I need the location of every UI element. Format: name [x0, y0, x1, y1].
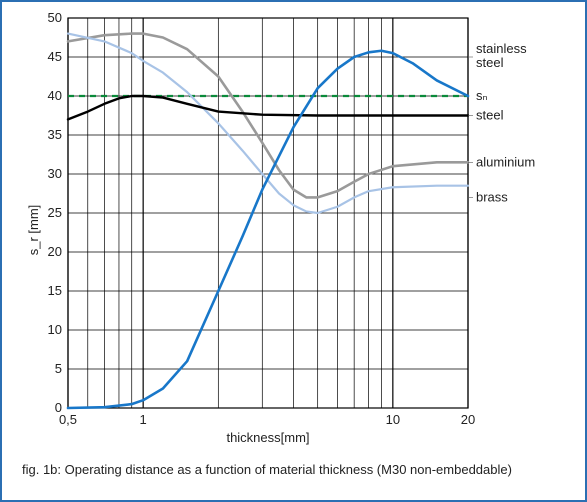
svg-text:5: 5 [55, 361, 62, 376]
svg-text:brass: brass [476, 189, 508, 204]
y-axis-label: s_r [mm] [26, 205, 41, 256]
svg-text:10: 10 [386, 412, 400, 427]
svg-text:steel: steel [476, 108, 504, 123]
svg-text:40: 40 [48, 88, 62, 103]
svg-text:20: 20 [461, 412, 475, 427]
svg-text:stainless: stainless [476, 41, 527, 56]
figure-caption: fig. 1b: Operating distance as a functio… [8, 452, 579, 477]
chart-frame: 051015202530354045500,511020thickness[mm… [0, 0, 587, 502]
svg-text:15: 15 [48, 283, 62, 298]
svg-text:1: 1 [140, 412, 147, 427]
svg-text:thickness[mm]: thickness[mm] [226, 430, 309, 445]
svg-text:35: 35 [48, 127, 62, 142]
svg-text:25: 25 [48, 205, 62, 220]
svg-text:steel: steel [476, 55, 504, 70]
svg-text:20: 20 [48, 244, 62, 259]
svg-text:45: 45 [48, 49, 62, 64]
chart-svg: 051015202530354045500,511020thickness[mm… [8, 8, 581, 452]
svg-text:sₙ: sₙ [476, 88, 488, 103]
svg-text:aluminium: aluminium [476, 154, 535, 169]
svg-text:50: 50 [48, 10, 62, 25]
svg-text:30: 30 [48, 166, 62, 181]
plot-area: 051015202530354045500,511020thickness[mm… [8, 8, 579, 452]
y-axis-label-text: s_r [mm] [26, 205, 41, 256]
svg-text:0,5: 0,5 [59, 412, 77, 427]
svg-text:10: 10 [48, 322, 62, 337]
